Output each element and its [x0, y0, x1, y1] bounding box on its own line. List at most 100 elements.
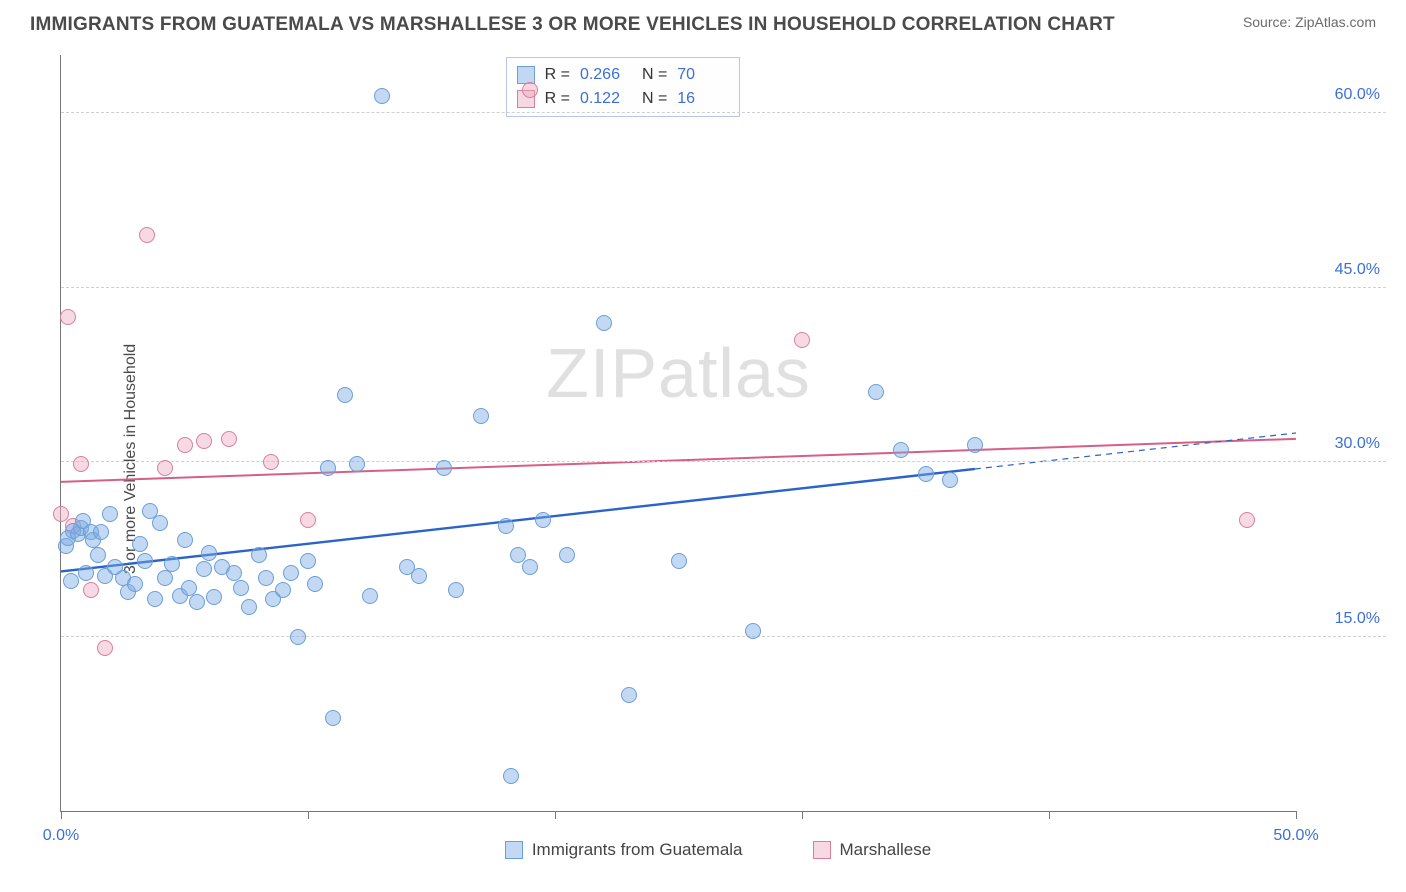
scatter-point-blue	[164, 556, 180, 572]
stats-row-pink: R = 0.122 N = 16	[517, 87, 730, 111]
scatter-point-blue	[233, 580, 249, 596]
source-value: ZipAtlas.com	[1295, 14, 1376, 30]
legend-label: Immigrants from Guatemala	[532, 840, 743, 860]
scatter-point-pink	[522, 82, 538, 98]
scatter-point-blue	[137, 553, 153, 569]
scatter-point-blue	[258, 570, 274, 586]
legend-swatch-pink	[813, 841, 831, 859]
xtick-mark	[1296, 811, 1297, 819]
scatter-point-blue	[241, 599, 257, 615]
gridline-horizontal	[61, 461, 1386, 462]
scatter-point-blue	[448, 582, 464, 598]
scatter-point-blue	[918, 466, 934, 482]
n-label: N =	[642, 87, 667, 111]
scatter-point-blue	[290, 629, 306, 645]
xtick-mark	[802, 811, 803, 819]
scatter-point-blue	[411, 568, 427, 584]
legend-item-blue: Immigrants from Guatemala	[505, 840, 743, 860]
scatter-point-pink	[300, 512, 316, 528]
scatter-point-blue	[522, 559, 538, 575]
scatter-point-pink	[83, 582, 99, 598]
trend-lines-layer	[61, 55, 1296, 811]
n-value: 70	[677, 63, 729, 87]
scatter-point-blue	[226, 565, 242, 581]
chart-title: IMMIGRANTS FROM GUATEMALA VS MARSHALLESE…	[30, 14, 1115, 36]
scatter-point-blue	[78, 565, 94, 581]
scatter-point-blue	[745, 623, 761, 639]
scatter-point-blue	[152, 515, 168, 531]
scatter-point-blue	[132, 536, 148, 552]
scatter-point-blue	[621, 687, 637, 703]
r-value: 0.122	[580, 87, 632, 111]
r-label: R =	[545, 87, 570, 111]
scatter-point-blue	[63, 573, 79, 589]
legend-label: Marshallese	[840, 840, 932, 860]
legend-swatch-blue	[505, 841, 523, 859]
scatter-point-blue	[300, 553, 316, 569]
scatter-point-blue	[503, 768, 519, 784]
scatter-point-blue	[868, 384, 884, 400]
scatter-point-blue	[90, 547, 106, 563]
r-value: 0.266	[580, 63, 632, 87]
xtick-mark	[555, 811, 556, 819]
scatter-point-blue	[177, 532, 193, 548]
scatter-point-blue	[325, 710, 341, 726]
plot-area: ZIPatlas R =0.266N =70R =0.122N =16 15.0…	[60, 55, 1296, 812]
scatter-point-pink	[157, 460, 173, 476]
scatter-point-blue	[498, 518, 514, 534]
chart-container: 3 or more Vehicles in Household ZIPatlas…	[50, 55, 1386, 862]
scatter-point-blue	[349, 456, 365, 472]
scatter-point-blue	[942, 472, 958, 488]
scatter-point-pink	[196, 433, 212, 449]
scatter-point-blue	[102, 506, 118, 522]
gridline-horizontal	[61, 112, 1386, 113]
scatter-point-pink	[177, 437, 193, 453]
scatter-point-blue	[967, 437, 983, 453]
scatter-point-blue	[157, 570, 173, 586]
chart-header: IMMIGRANTS FROM GUATEMALA VS MARSHALLESE…	[0, 0, 1406, 46]
xtick-mark	[1049, 811, 1050, 819]
scatter-point-blue	[337, 387, 353, 403]
legend-item-pink: Marshallese	[813, 840, 932, 860]
scatter-point-blue	[206, 589, 222, 605]
scatter-point-blue	[283, 565, 299, 581]
source-attribution: Source: ZipAtlas.com	[1243, 14, 1376, 30]
xtick-mark	[61, 811, 62, 819]
gridline-horizontal	[61, 636, 1386, 637]
scatter-point-pink	[139, 227, 155, 243]
scatter-point-blue	[893, 442, 909, 458]
scatter-point-blue	[251, 547, 267, 563]
scatter-point-pink	[73, 456, 89, 472]
scatter-point-blue	[201, 545, 217, 561]
ytick-label: 15.0%	[1335, 610, 1380, 628]
gridline-horizontal	[61, 287, 1386, 288]
correlation-stats-box: R = 0.266 N = 70 R = 0.122 N = 16	[506, 57, 741, 117]
scatter-point-blue	[559, 547, 575, 563]
ytick-label: 45.0%	[1335, 261, 1380, 279]
scatter-point-pink	[794, 332, 810, 348]
ytick-label: 60.0%	[1335, 86, 1380, 104]
scatter-point-blue	[307, 576, 323, 592]
scatter-point-blue	[596, 315, 612, 331]
scatter-point-pink	[1239, 512, 1255, 528]
scatter-point-blue	[93, 524, 109, 540]
n-value: 16	[677, 87, 729, 111]
n-label: N =	[642, 63, 667, 87]
scatter-point-pink	[221, 431, 237, 447]
r-label: R =	[545, 63, 570, 87]
xtick-mark	[308, 811, 309, 819]
ytick-label: 30.0%	[1335, 435, 1380, 453]
scatter-point-blue	[320, 460, 336, 476]
trendline	[975, 433, 1296, 469]
watermark-text: ZIPatlas	[546, 333, 811, 413]
scatter-point-blue	[535, 512, 551, 528]
scatter-point-blue	[362, 588, 378, 604]
scatter-point-blue	[127, 576, 143, 592]
scatter-point-blue	[671, 553, 687, 569]
scatter-point-blue	[196, 561, 212, 577]
scatter-point-blue	[473, 408, 489, 424]
scatter-point-pink	[60, 309, 76, 325]
scatter-point-blue	[374, 88, 390, 104]
bottom-legend: Immigrants from Guatemala Marshallese	[50, 840, 1386, 860]
scatter-point-blue	[189, 594, 205, 610]
